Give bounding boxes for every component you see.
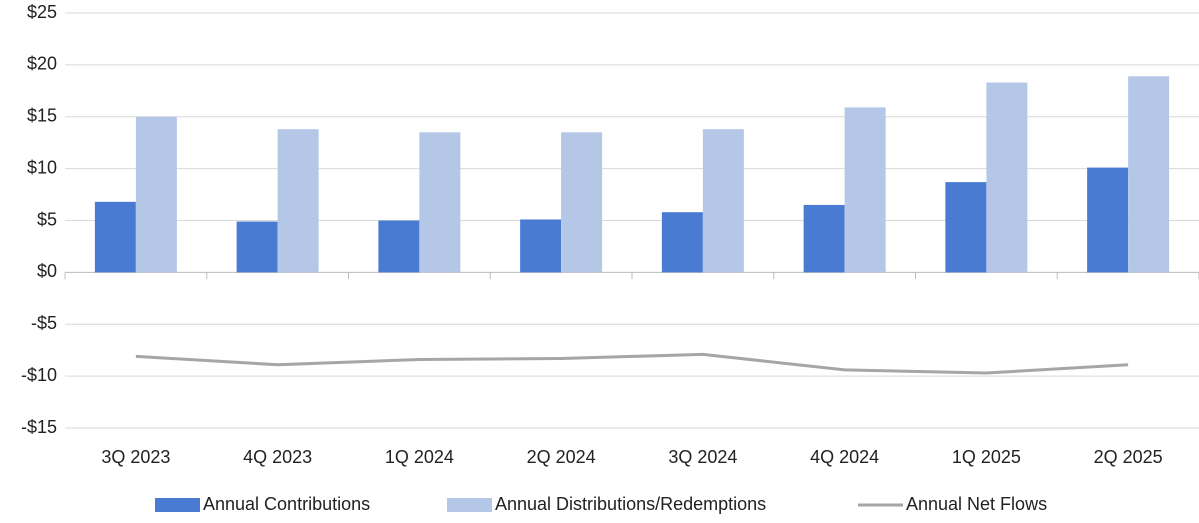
bar <box>94 201 136 273</box>
bar <box>986 82 1028 273</box>
y-tick-label: $25 <box>27 2 57 22</box>
bar <box>1087 167 1129 273</box>
x-tick-label: 1Q 2025 <box>952 447 1021 467</box>
legend-label: Annual Net Flows <box>906 494 1047 514</box>
y-tick-label: -$5 <box>31 313 57 333</box>
y-tick-label: $0 <box>37 261 57 281</box>
x-tick-label: 4Q 2024 <box>810 447 879 467</box>
bar <box>661 212 703 273</box>
bar <box>236 221 278 273</box>
bar <box>135 116 177 273</box>
legend-label: Annual Distributions/Redemptions <box>495 494 766 514</box>
y-tick-label: $10 <box>27 157 57 177</box>
bar <box>277 129 319 273</box>
bar <box>1128 76 1170 273</box>
x-tick-label: 1Q 2024 <box>385 447 454 467</box>
y-tick-label: $15 <box>27 106 57 126</box>
bar <box>803 204 845 273</box>
y-tick-label: $5 <box>37 209 57 229</box>
bar <box>378 220 420 273</box>
x-tick-label: 4Q 2023 <box>243 447 312 467</box>
bar <box>844 107 886 273</box>
bar <box>561 132 603 273</box>
bar <box>945 182 987 273</box>
y-tick-label: -$10 <box>21 365 57 385</box>
line <box>135 352 1129 375</box>
legend-swatch <box>155 498 200 512</box>
bar <box>520 219 562 273</box>
x-tick-label: 3Q 2023 <box>101 447 170 467</box>
legend-label: Annual Contributions <box>203 494 370 514</box>
x-tick-label: 2Q 2025 <box>1094 447 1163 467</box>
bar <box>419 132 461 273</box>
y-tick-label: $20 <box>27 54 57 74</box>
legend-swatch <box>447 498 492 512</box>
x-tick-label: 3Q 2024 <box>668 447 737 467</box>
x-tick-label: 2Q 2024 <box>527 447 596 467</box>
bar <box>702 129 744 273</box>
y-tick-label: -$15 <box>21 417 57 437</box>
